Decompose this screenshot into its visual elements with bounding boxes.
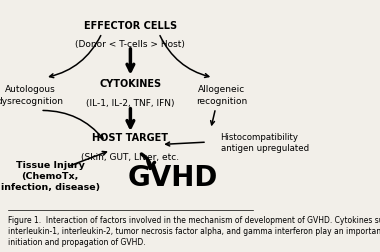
Text: Histocompatibility
antigen upregulated: Histocompatibility antigen upregulated: [220, 133, 309, 153]
Text: Tissue Injury
(ChemoTx,
infection, disease): Tissue Injury (ChemoTx, infection, disea…: [0, 161, 100, 192]
Text: EFFECTOR CELLS: EFFECTOR CELLS: [84, 21, 177, 31]
Text: (IL-1, IL-2, TNF, IFN): (IL-1, IL-2, TNF, IFN): [86, 99, 175, 108]
Text: HOST TARGET: HOST TARGET: [92, 133, 168, 143]
Text: (Donor < T-cells > Host): (Donor < T-cells > Host): [76, 40, 185, 49]
Text: CYTOKINES: CYTOKINES: [99, 79, 162, 89]
Text: Autologous
dysrecognition: Autologous dysrecognition: [0, 85, 64, 106]
Text: (Skin, GUT, Liver, etc.: (Skin, GUT, Liver, etc.: [81, 153, 179, 162]
Text: Allogeneic
recognition: Allogeneic recognition: [196, 85, 247, 106]
Text: Figure 1.  Interaction of factors involved in the mechanism of development of GV: Figure 1. Interaction of factors involve…: [8, 216, 380, 247]
Text: GVHD: GVHD: [127, 165, 218, 193]
